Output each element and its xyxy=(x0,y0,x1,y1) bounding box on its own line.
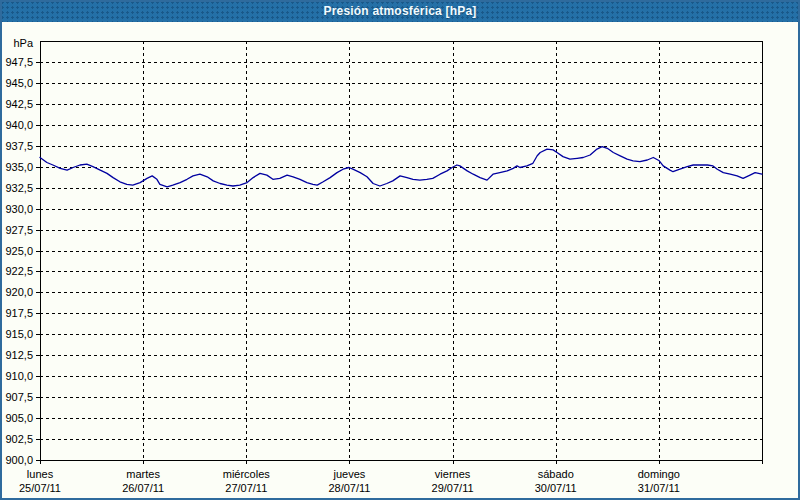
x-day-date: 27/07/11 xyxy=(225,482,267,494)
y-tick-label: 927,5 xyxy=(5,224,33,236)
y-tick-label: 935,0 xyxy=(5,161,33,173)
pressure-chart-window: Presión atmosférica [hPa] 900,0 902,5 905,… xyxy=(0,0,800,500)
y-tick-label: 942,5 xyxy=(5,98,33,110)
y-tick-label: 947,5 xyxy=(5,56,33,68)
y-tick-label: 920,0 xyxy=(5,286,33,298)
y-tick-label: 912,5 xyxy=(5,349,33,361)
y-tick-label: 905,0 xyxy=(5,412,33,424)
y-tick-label: 915,0 xyxy=(5,328,33,340)
chart-title: Presión atmosférica [hPa] xyxy=(323,4,476,18)
y-tick-label: 945,0 xyxy=(5,77,33,89)
y-axis-unit-label: hPa xyxy=(13,37,33,49)
x-day-name: jueves xyxy=(333,468,366,480)
x-day-name: viernes xyxy=(435,468,471,480)
y-tick-label: 907,5 xyxy=(5,391,33,403)
x-day-name: miércoles xyxy=(223,468,271,480)
x-day-name: lunes xyxy=(27,468,54,480)
y-tick-label: 910,0 xyxy=(5,370,33,382)
y-tick-label: 917,5 xyxy=(5,307,33,319)
x-day-date: 28/07/11 xyxy=(328,482,370,494)
x-day-date: 26/07/11 xyxy=(122,482,164,494)
x-day-date: 29/07/11 xyxy=(432,482,474,494)
y-axis-labels: 900,0 902,5 905,0 907,5 910,0 912,5 915,0 917,5… xyxy=(5,37,33,466)
y-tick-label: 932,5 xyxy=(5,182,33,194)
x-day-date: 25/07/11 xyxy=(19,482,61,494)
pressure-line-chart: 900,0 902,5 905,0 907,5 910,0 912,5 915,0 917,5… xyxy=(0,22,800,500)
x-day-name: domingo xyxy=(638,468,680,480)
y-tick-label: 940,0 xyxy=(5,119,33,131)
y-tick-label: 900,0 xyxy=(5,454,33,466)
x-axis-labels: lunes 25/07/11 martes 26/07/11 miércoles 27/0… xyxy=(19,468,680,494)
y-tick-label: 925,0 xyxy=(5,245,33,257)
x-day-date: 30/07/11 xyxy=(535,482,577,494)
y-tick-label: 937,5 xyxy=(5,140,33,152)
x-day-name: martes xyxy=(126,468,160,480)
chart-title-bar: Presión atmosférica [hPa] xyxy=(0,0,800,22)
gridlines xyxy=(40,41,762,460)
x-day-name: sábado xyxy=(538,468,574,480)
y-tick-label: 902,5 xyxy=(5,433,33,445)
pressure-series-line xyxy=(40,147,762,187)
y-tick-label: 922,5 xyxy=(5,265,33,277)
y-tick-label: 930,0 xyxy=(5,203,33,215)
x-day-date: 31/07/11 xyxy=(638,482,680,494)
